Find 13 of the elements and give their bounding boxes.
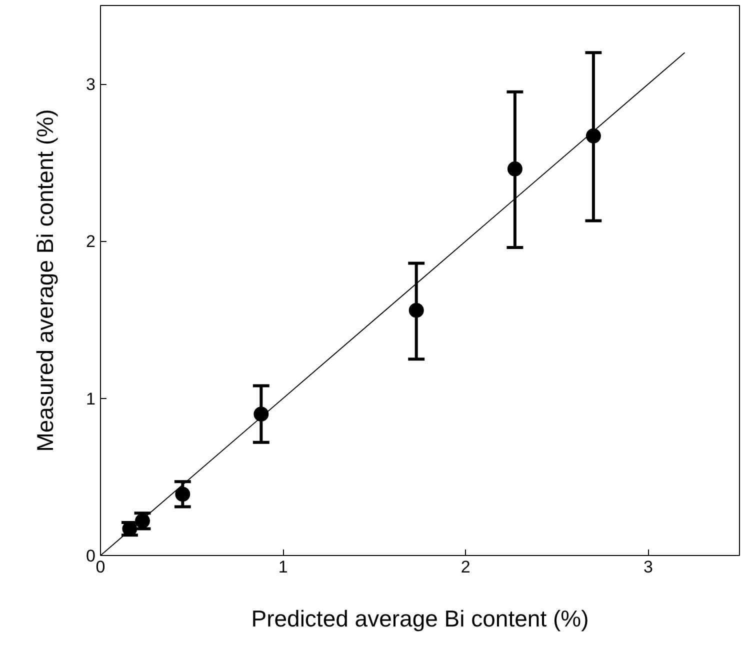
point [254, 406, 269, 422]
x-tick-label: 2 [460, 558, 470, 576]
y-tick-label: 2 [86, 232, 96, 252]
y-tick-label: 1 [86, 389, 96, 408]
x-tick-label: 1 [278, 558, 288, 576]
point [586, 128, 601, 144]
point [175, 486, 190, 502]
x-axis-title: Predicted average Bi content (%) [251, 606, 589, 632]
point [408, 302, 424, 318]
y-tick-label: 3 [86, 75, 96, 94]
point [507, 161, 522, 176]
y-axis-title: Measured average Bi content (%) [32, 109, 58, 452]
x-tick-label: 3 [643, 558, 653, 576]
